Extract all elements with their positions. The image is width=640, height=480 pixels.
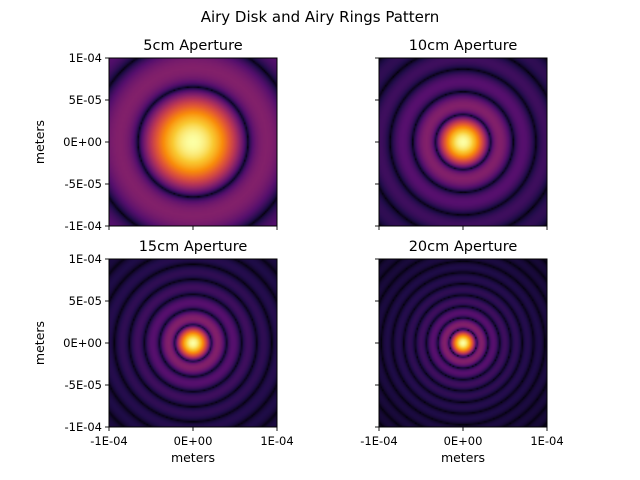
airy-intensity-image (379, 259, 547, 427)
subplot-20cm: 20cm Aperture -1E-04 0E+00 1E-04 meters (360, 239, 563, 465)
y-tick-label: -5E-05 (64, 378, 102, 392)
x-tick-label: -1E-04 (360, 434, 398, 448)
figure-suptitle: Airy Disk and Airy Rings Pattern (201, 8, 440, 26)
subplot-grid: 5cm Aperture 1E-04 5E-05 0E+00 -5E-05 -1E-04 m… (32, 38, 564, 465)
airy-intensity-image (109, 259, 277, 427)
subplot-5cm: 5cm Aperture 1E-04 5E-05 0E+00 -5E-05 -1E-04 m… (32, 38, 278, 233)
airy-intensity-image (379, 58, 547, 226)
y-tick-label: -5E-05 (64, 177, 102, 191)
x-tick-label: 1E-04 (530, 434, 563, 448)
y-tick-label: 1E-04 (69, 252, 102, 266)
y-tick-label: -1E-04 (64, 420, 102, 434)
y-tick-label: 1E-04 (69, 51, 102, 65)
subplot-10cm: 10cm Aperture (375, 38, 548, 230)
y-tick-label: 0E+00 (63, 135, 102, 149)
subplot-title: 20cm Aperture (409, 239, 518, 255)
x-tick-label: 0E+00 (444, 434, 483, 448)
y-tick-label: 5E-05 (69, 93, 102, 107)
y-tick-label: 5E-05 (69, 294, 102, 308)
subplot-title: 10cm Aperture (409, 38, 518, 54)
y-tick-label: -1E-04 (64, 219, 102, 233)
y-tick-label: 0E+00 (63, 336, 102, 350)
y-axis-label: meters (32, 321, 47, 365)
x-tick-label: 1E-04 (260, 434, 293, 448)
x-axis-label: meters (171, 450, 215, 465)
x-tick-label: 0E+00 (174, 434, 213, 448)
subplot-title: 5cm Aperture (143, 38, 242, 54)
x-tick-label: -1E-04 (90, 434, 128, 448)
y-axis-label: meters (32, 120, 47, 164)
x-axis-label: meters (441, 450, 485, 465)
subplot-title: 15cm Aperture (139, 239, 248, 255)
subplot-15cm: 15cm Aperture -1E-04 0E+00 1E-04 1E-04 5E-05 0… (32, 239, 294, 465)
airy-intensity-image (109, 58, 277, 226)
